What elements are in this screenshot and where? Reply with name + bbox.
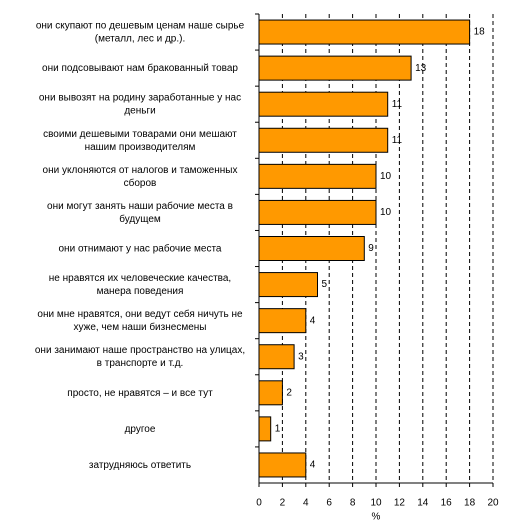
x-tick-label: 2 (280, 498, 286, 509)
x-tick-label: 4 (303, 498, 309, 509)
bar (258, 199, 377, 225)
x-axis-label: % (372, 512, 381, 523)
y-tick-label: просто, не нравятся – и все тут (67, 387, 213, 398)
x-tick-label: 12 (394, 498, 406, 509)
value-label: 11 (392, 99, 403, 110)
value-label: 2 (286, 387, 292, 398)
value-label: 13 (415, 63, 427, 74)
y-tick-label: они уклоняются от налогов и таможенных сб… (43, 164, 238, 188)
bar (258, 55, 412, 81)
y-tick-label: своими дешевыми товарами они мешают нашим… (43, 128, 237, 152)
value-label: 3 (298, 351, 304, 362)
x-tick-label: 16 (441, 498, 453, 509)
x-tick-label: 6 (326, 498, 332, 509)
x-tick-label: 0 (256, 498, 262, 509)
bar (258, 416, 272, 442)
x-tick-label: 20 (487, 498, 499, 509)
value-label: 4 (310, 315, 316, 326)
y-tick-label: они скупают по дешевым ценам наше сырье(… (36, 20, 245, 44)
x-tick-label: 18 (464, 498, 476, 509)
value-label: 18 (474, 27, 486, 38)
bar (258, 91, 389, 117)
x-tick-label: 8 (350, 498, 356, 509)
y-tick-label: они могут занять наши рабочие места в буд… (47, 200, 233, 225)
value-label: 10 (380, 171, 392, 182)
bar (258, 344, 295, 370)
y-tick-label: они отнимают у нас рабочие места (59, 242, 222, 254)
y-tick-label: они подсовывают нам бракованный товар (42, 62, 238, 74)
y-tick-label: не нравятся их человеческие качества, ман… (49, 273, 231, 297)
value-label: 9 (368, 243, 374, 254)
y-tick-label: они занимают наше пространство на улицах… (35, 345, 245, 369)
x-tick-label: 14 (417, 498, 429, 509)
value-label: 4 (310, 460, 316, 471)
bar (258, 163, 377, 189)
x-tick-label: 10 (370, 498, 382, 509)
bar (258, 308, 307, 334)
value-label: 11 (392, 135, 403, 146)
bar (258, 272, 318, 298)
value-label: 10 (380, 207, 392, 218)
y-tick-label: затрудняюсь ответить (89, 460, 191, 471)
y-tick-label: они вывозят на родину заработанные у нас… (39, 91, 241, 116)
y-tick-label: они мне нравятся, они ведут себя ничуть … (37, 308, 243, 333)
bar (258, 452, 307, 478)
value-label: 5 (322, 279, 328, 290)
bar (258, 236, 365, 261)
value-label: 1 (275, 424, 281, 435)
bar (258, 380, 283, 406)
bar (258, 19, 471, 45)
y-tick-label: другое (125, 424, 156, 435)
bar (258, 127, 389, 153)
